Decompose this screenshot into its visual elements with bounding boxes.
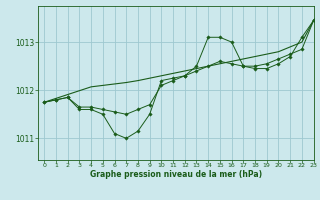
X-axis label: Graphe pression niveau de la mer (hPa): Graphe pression niveau de la mer (hPa) (90, 170, 262, 179)
